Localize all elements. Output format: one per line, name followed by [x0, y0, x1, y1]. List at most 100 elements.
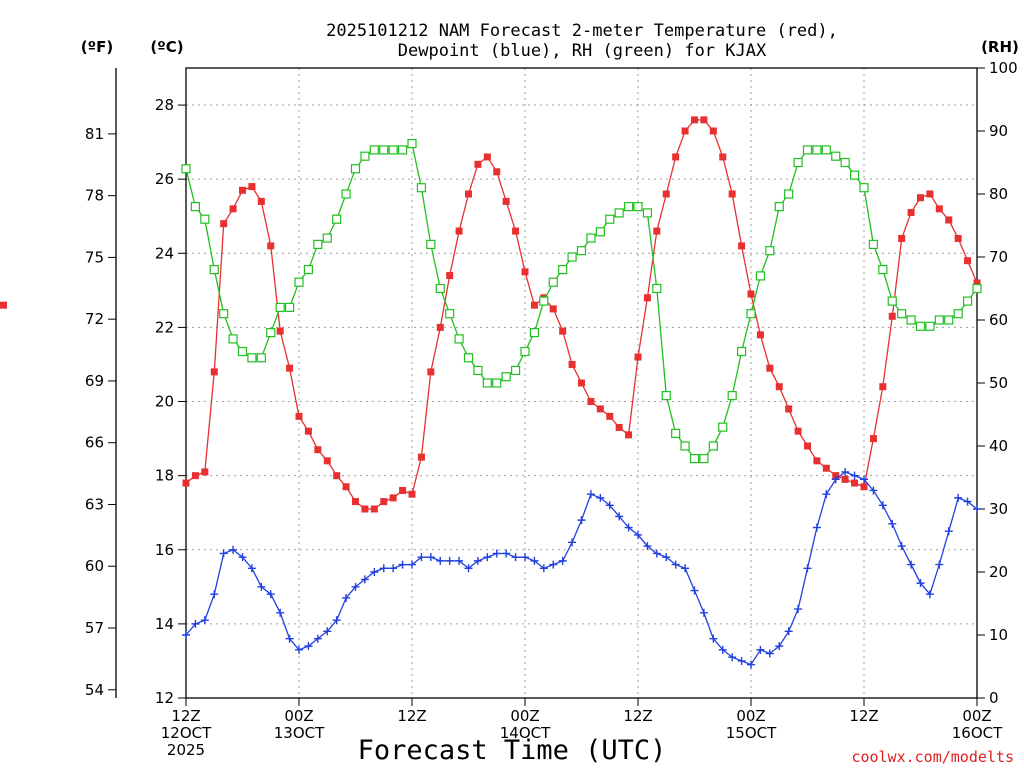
dewpoint-point [379, 564, 388, 573]
temperature-point [370, 505, 378, 513]
rh-point [633, 202, 643, 212]
temperature-point [182, 479, 190, 487]
x-tick-label-line: 00Z [962, 707, 991, 725]
rh-point [934, 315, 944, 325]
x-tick-label-line: 12Z [849, 707, 878, 725]
dewpoint-point [464, 564, 473, 573]
dewpoint-point [718, 645, 727, 654]
rh-point [350, 164, 361, 174]
rh-point [379, 145, 389, 155]
rh-point [962, 296, 973, 306]
rh-point [360, 151, 370, 161]
temperature-point [672, 153, 680, 161]
dewpoint-series-line [185, 471, 978, 666]
temperature-point [822, 464, 830, 472]
temperature-point [756, 331, 764, 339]
temperature-point [210, 368, 218, 376]
dewpoint-point [690, 586, 699, 595]
rh-point [341, 189, 351, 199]
temperature-point [662, 190, 670, 198]
dewpoint-point [521, 553, 529, 562]
rh-point [793, 157, 803, 168]
temperature-point [634, 353, 642, 361]
temperature-point [813, 457, 821, 465]
temperature-point [191, 472, 199, 480]
rh-point [614, 208, 624, 218]
fahrenheit-tick-label: 60 [85, 557, 104, 575]
rh-point [878, 265, 888, 275]
rh-point [209, 265, 219, 275]
dewpoint-point [370, 568, 379, 576]
temperature-point [427, 368, 435, 376]
dewpoint-point [483, 553, 492, 562]
dewpoint-point [577, 516, 586, 525]
temperature-point [964, 257, 972, 265]
dewpoint-point [568, 538, 577, 547]
dewpoint-point [925, 590, 934, 599]
celsius-tick-label: 20 [155, 393, 174, 411]
rh-point [953, 309, 963, 319]
rh-point [426, 239, 436, 249]
temperature-point [333, 472, 341, 480]
temperature-point [257, 197, 265, 205]
temperature-point [935, 205, 943, 213]
dewpoint-point [605, 501, 614, 510]
rh-point [689, 454, 700, 464]
rh-point [181, 164, 191, 174]
dewpoint-point [709, 634, 718, 643]
rh-point [671, 428, 681, 438]
dewpoint-point [850, 471, 859, 480]
rh-point [576, 246, 587, 256]
rh-point [699, 454, 709, 464]
rh-point [915, 321, 926, 331]
rh-tick-label: 100 [989, 59, 1018, 77]
dewpoint-point [266, 590, 275, 599]
rh-point [623, 202, 634, 212]
rh-point [802, 145, 813, 155]
dewpoint-point [596, 493, 605, 502]
rh-point [944, 315, 954, 325]
rh-point [812, 145, 822, 155]
dewpoint-point [624, 523, 633, 532]
rh-point [237, 346, 248, 357]
dewpoint-point [822, 490, 831, 499]
temperature-point [691, 116, 698, 124]
dewpoint-point [634, 530, 642, 539]
dewpoint-point [182, 631, 190, 639]
dewpoint-point [907, 560, 916, 569]
temperature-point [408, 490, 416, 498]
rh-point [322, 233, 332, 243]
temperature-point [587, 398, 595, 406]
celsius-tick-label: 22 [155, 318, 174, 336]
rh-tick-label: 60 [989, 311, 1008, 329]
temperature-point [841, 475, 849, 483]
rh-tick-label: 30 [989, 500, 1008, 518]
fahrenheit-tick-label: 63 [85, 495, 104, 513]
dewpoint-point [445, 556, 454, 565]
dewpoint-point [841, 467, 850, 476]
dewpoint-point [765, 649, 774, 658]
rh-point [369, 145, 379, 155]
temperature-point [229, 205, 237, 213]
x-tick-label-line: 12OCT [161, 724, 212, 742]
dewpoint-point [398, 560, 407, 569]
rh-point [586, 233, 596, 243]
dewpoint-point [784, 627, 793, 636]
dewpoint-point [831, 475, 840, 484]
rh-tick-label: 0 [989, 689, 999, 707]
chart-title-line1: 2025101212 NAM Forecast 2-meter Temperat… [326, 21, 838, 41]
x-tick-label-line: 00Z [510, 707, 539, 725]
temperature-point [785, 405, 793, 413]
rh-point [247, 353, 257, 363]
temperature-point [417, 453, 425, 461]
rh-point [303, 265, 314, 275]
x-tick-label: 12Z [623, 707, 652, 725]
temperature-point [323, 457, 331, 465]
dewpoint-point [860, 475, 868, 484]
dewpoint-point [699, 608, 708, 617]
temperature-point [286, 364, 294, 372]
rh-point [539, 296, 549, 306]
temperature-point [568, 360, 576, 368]
celsius-tick-label: 24 [155, 244, 174, 262]
rh-point [868, 239, 879, 249]
